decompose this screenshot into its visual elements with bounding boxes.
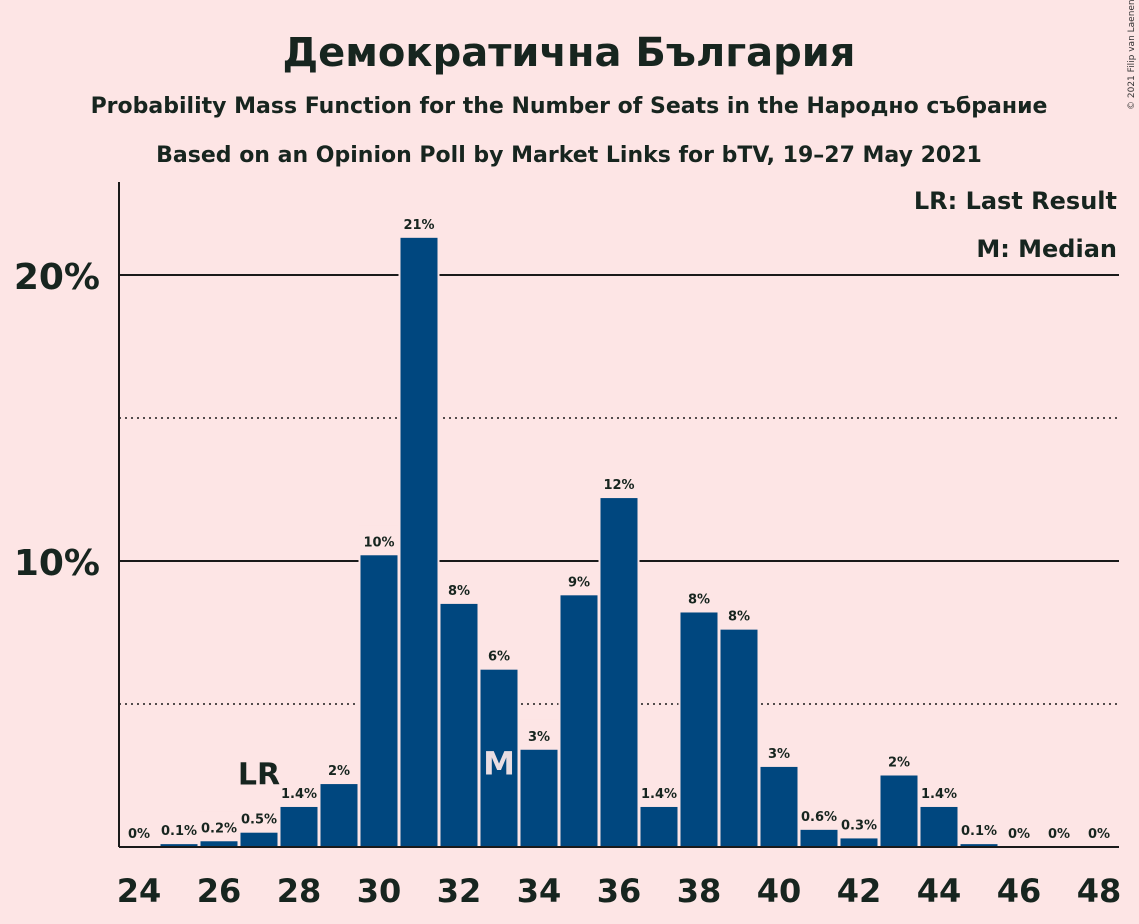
bar-label: 1.4% — [281, 787, 317, 802]
bar-label: 1.4% — [641, 787, 677, 802]
chart-title: Демократична България — [282, 30, 855, 76]
y-tick-label: 20% — [14, 257, 100, 298]
last-result-marker: LR — [238, 758, 280, 793]
median-marker: M — [483, 745, 515, 783]
bar-background — [198, 811, 240, 847]
x-tick-label: 34 — [517, 872, 562, 910]
bar — [360, 555, 398, 847]
bar — [800, 829, 838, 847]
y-tick-labels: 10% 20% — [14, 257, 100, 584]
x-tick-label: 28 — [277, 872, 322, 910]
legend-last-result: LR: Last Result — [914, 187, 1117, 215]
bar-label: 0.5% — [241, 813, 277, 828]
bar-label: 2% — [328, 764, 350, 779]
bar-label: 2% — [888, 756, 910, 771]
bar-label: 0% — [128, 827, 150, 842]
bar-label: 0.3% — [841, 818, 877, 833]
chart-subtitle: Probability Mass Function for the Number… — [91, 94, 1048, 119]
x-tick-labels: 24 26 28 30 32 34 36 38 40 42 44 46 48 — [117, 872, 1122, 910]
x-tick-label: 46 — [997, 872, 1042, 910]
bar-label: 1.4% — [921, 787, 957, 802]
x-tick-label: 30 — [357, 872, 402, 910]
bar — [520, 749, 558, 847]
bar-label: 0.1% — [961, 824, 997, 839]
bar — [320, 784, 358, 847]
markers: LR M — [238, 745, 515, 793]
bar — [400, 237, 438, 847]
bar-label: 6% — [488, 650, 510, 665]
x-tick-label: 42 — [837, 872, 882, 910]
x-tick-label: 40 — [757, 872, 802, 910]
bar — [720, 629, 758, 847]
bar-label: 8% — [688, 592, 710, 607]
bar — [560, 595, 598, 847]
x-tick-label: 26 — [197, 872, 242, 910]
bar-label: 8% — [728, 610, 750, 625]
x-tick-label: 38 — [677, 872, 722, 910]
bar — [280, 806, 318, 847]
legend-median: M: Median — [976, 235, 1117, 263]
x-tick-label: 36 — [597, 872, 642, 910]
bar-label: 9% — [568, 575, 590, 590]
axes — [118, 182, 1119, 848]
bar — [440, 603, 478, 847]
bar-label: 10% — [363, 535, 394, 550]
bar-label: 12% — [603, 478, 634, 493]
bar — [200, 841, 238, 847]
bar-label: 3% — [528, 730, 550, 745]
bar-label: 0.1% — [161, 824, 197, 839]
bar — [600, 498, 638, 847]
bar — [680, 612, 718, 847]
bar — [240, 832, 278, 847]
bar — [640, 806, 678, 847]
x-tick-label: 32 — [437, 872, 482, 910]
bars — [158, 207, 1000, 847]
bar — [880, 775, 918, 847]
bar-background — [958, 814, 1000, 847]
bar-label: 3% — [768, 747, 790, 762]
bar-label: 21% — [403, 218, 434, 233]
bar-labels: 0% 0.1% 0.2% 0.5% 1.4% 2% 10% 21% 8% 6% 3% 9% 12% 1.4… — [128, 218, 1110, 842]
bar — [840, 838, 878, 847]
bar — [960, 844, 998, 847]
bar-label: 0.6% — [801, 810, 837, 825]
bar-label: 0.2% — [201, 821, 237, 836]
bar-label: 0% — [1048, 827, 1070, 842]
bar-label: 0% — [1088, 827, 1110, 842]
bar-label: 8% — [448, 584, 470, 599]
x-tick-label: 44 — [917, 872, 962, 910]
bar — [480, 669, 518, 847]
x-tick-label: 24 — [117, 872, 162, 910]
bar — [160, 844, 198, 847]
bar — [760, 766, 798, 847]
bar-background — [158, 814, 200, 847]
y-tick-label: 10% — [14, 543, 100, 584]
chart-subtitle-2: Based on an Opinion Poll by Market Links… — [156, 143, 982, 168]
bar-label: 0% — [1008, 827, 1030, 842]
copyright-note: © 2021 Filip van Laenen — [1127, 0, 1137, 110]
bar — [920, 806, 958, 847]
x-tick-label: 48 — [1077, 872, 1122, 910]
